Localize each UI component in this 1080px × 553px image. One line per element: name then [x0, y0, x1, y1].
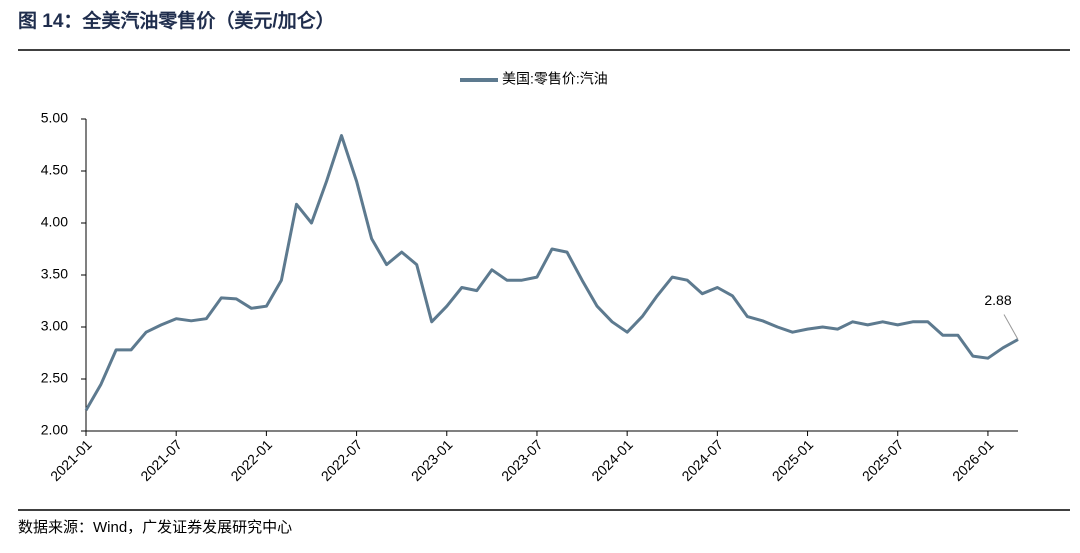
y-tick-label: 5.00 — [41, 110, 68, 126]
x-tick-label: 2023-01 — [408, 436, 456, 484]
x-tick-label: 2026-01 — [949, 436, 997, 484]
x-tick-label: 2021-01 — [47, 436, 95, 484]
x-tick-label: 2023-07 — [498, 436, 546, 484]
y-tick-label: 2.50 — [41, 370, 68, 386]
end-label: 2.88 — [984, 292, 1011, 308]
source: 数据来源：Wind，广发证券发展研究中心 — [18, 519, 292, 536]
label-leader — [1003, 314, 1019, 340]
chart-title: 图 14：全美汽油零售价（美元/加仑） — [18, 9, 335, 32]
x-tick-label: 2021-07 — [137, 436, 185, 484]
y-tick-label: 3.00 — [41, 318, 68, 334]
data-line — [84, 134, 1019, 411]
y-tick-label: 4.00 — [41, 214, 68, 230]
x-tick-label: 2025-01 — [769, 436, 817, 484]
x-tick-label: 2022-07 — [318, 436, 366, 484]
y-tick-label: 4.50 — [41, 162, 68, 178]
x-tick-label: 2024-07 — [678, 436, 726, 484]
x-tick-label: 2022-01 — [227, 436, 275, 484]
x-tick-label: 2024-01 — [588, 436, 636, 484]
x-tick-label: 2025-07 — [859, 436, 907, 484]
y-tick-label: 2.00 — [41, 422, 68, 438]
legend-label: 美国:零售价:汽油 — [502, 71, 608, 87]
y-tick-label: 3.50 — [41, 266, 68, 282]
